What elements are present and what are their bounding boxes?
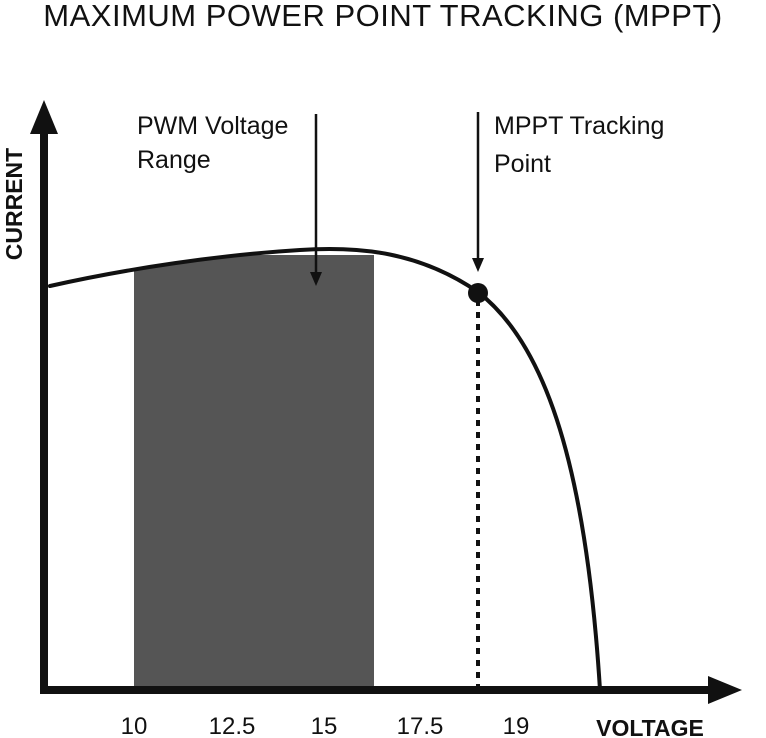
- pwm-annotation-line1: PWM Voltage: [137, 112, 288, 140]
- mppt-pointer-arrow-head-icon: [472, 258, 484, 272]
- mppt-annotation-line2: Point: [494, 150, 551, 178]
- x-tick-label: 19: [503, 713, 530, 738]
- iv-curve: [48, 246, 602, 692]
- x-tick-label: 17.5: [397, 713, 444, 738]
- mppt-annotation-line1: MPPT Tracking: [494, 112, 664, 140]
- arrow-right-icon: [708, 676, 742, 704]
- x-tick-label: 12.5: [209, 713, 256, 738]
- mppt-point-icon: [468, 283, 488, 303]
- x-axis-label: VOLTAGE: [596, 715, 704, 738]
- diagram-title: MAXIMUM POWER POINT TRACKING (MPPT): [43, 0, 722, 33]
- pwm-annotation-line2: Range: [137, 146, 211, 174]
- x-tick-label: 10: [121, 713, 148, 738]
- pwm-voltage-range-band: [134, 255, 374, 691]
- pwm-pointer-arrow-head-icon: [310, 272, 322, 286]
- x-tick-label: 15: [311, 713, 338, 738]
- arrow-up-icon: [30, 100, 58, 134]
- y-axis-label: CURRENT: [1, 148, 27, 260]
